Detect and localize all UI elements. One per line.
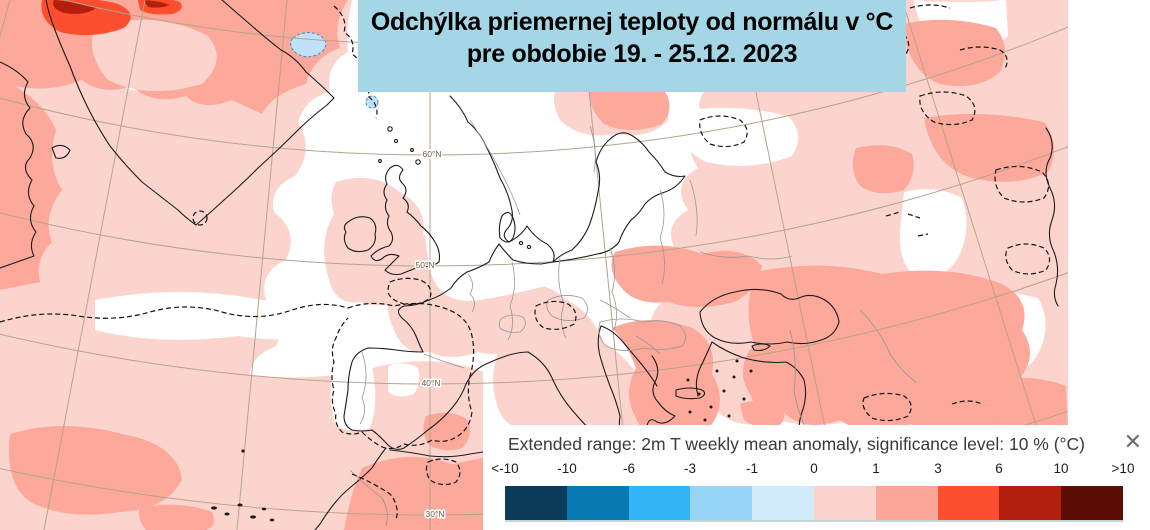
legend-panel: Extended range: 2m T weekly mean anomaly… <box>483 425 1150 530</box>
lat-label-60n: 60°N <box>423 149 442 159</box>
latitude-labels: 60°N 50°N 40°N 30°N <box>414 148 446 521</box>
legend-tick: 1 <box>872 461 880 476</box>
legend-tick: <-10 <box>491 461 519 476</box>
legend-tick: 0 <box>810 461 818 476</box>
legend-tick: >10 <box>1111 461 1135 476</box>
color-cell <box>1061 486 1123 520</box>
legend-tick: -1 <box>745 461 758 476</box>
lat-label-30n: 30°N <box>426 509 445 519</box>
color-cell <box>690 486 753 520</box>
legend-tick: -10 <box>557 461 577 476</box>
color-cell <box>999 486 1062 520</box>
color-cell <box>566 486 629 520</box>
color-cell <box>875 486 938 520</box>
color-cell <box>752 486 814 520</box>
map-title-banner: Odchýlka priemernej teploty od normálu v… <box>358 0 906 92</box>
color-cell <box>628 486 691 520</box>
color-cell <box>505 486 567 520</box>
map-title-line1: Odchýlka priemernej teploty od normálu v… <box>370 8 894 36</box>
legend-tick: -3 <box>683 461 696 476</box>
legend-tick: -6 <box>622 461 635 476</box>
anomaly-region-red <box>41 0 182 36</box>
legend-color-bar <box>505 486 1123 522</box>
lat-label-40n: 40°N <box>422 378 441 388</box>
color-cell <box>813 486 876 520</box>
close-icon[interactable]: ✕ <box>1123 429 1142 454</box>
color-cell <box>937 486 1000 520</box>
legend-tick: 10 <box>1053 461 1069 476</box>
legend-tick: 3 <box>934 461 942 476</box>
legend-tick-row: <-10 -10 -6 -3 -1 0 1 3 6 10 >10 <box>483 461 1150 479</box>
legend-tick: 6 <box>995 461 1003 476</box>
lat-label-50n: 50°N <box>416 260 435 270</box>
map-title-line2: pre obdobie 19. - 25.12. 2023 <box>466 40 798 68</box>
legend-title: Extended range: 2m T weekly mean anomaly… <box>508 434 1086 454</box>
